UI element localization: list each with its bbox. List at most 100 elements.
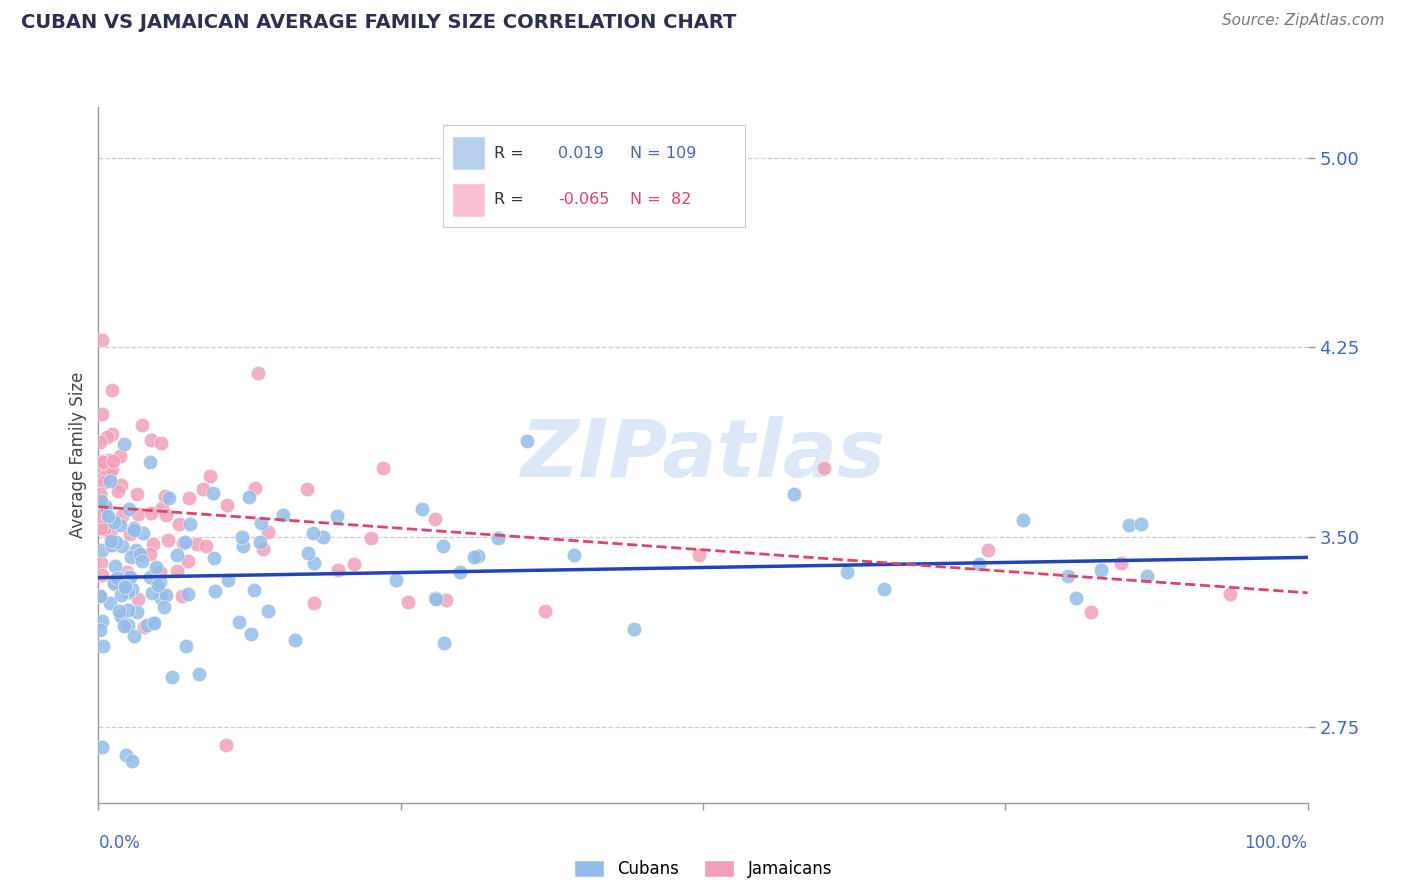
Point [141,506,163,520]
Point [1219,587,1241,601]
Point [118,527,141,541]
Point [1118,518,1140,533]
Point [117,603,139,617]
Point [174,535,197,549]
Point [131,417,153,432]
Point [434,592,457,607]
Point [93,475,115,490]
Point [117,617,139,632]
Point [112,437,135,451]
Point [111,508,134,523]
Point [217,573,239,587]
Point [326,508,349,523]
Point [105,571,128,585]
Point [103,576,125,591]
Point [93,522,115,536]
Point [297,483,319,497]
Point [152,600,174,615]
Point [90,493,112,508]
Point [136,618,159,632]
Bar [451,184,485,218]
Point [172,536,194,550]
Point [139,569,162,583]
Point [91,614,114,628]
Point [103,537,125,551]
Point [96,430,118,444]
Point [243,481,266,495]
Point [97,508,120,523]
Point [304,595,326,609]
Point [246,367,269,381]
Point [124,523,146,537]
Point [89,590,111,604]
Point [179,517,201,532]
Point [89,458,111,473]
Point [302,556,325,570]
Point [112,619,135,633]
Point [782,487,804,501]
Point [90,556,112,570]
Point [249,535,271,549]
Point [238,490,260,504]
Point [131,554,153,568]
Point [564,548,586,562]
Point [90,543,112,558]
Text: Source: ZipAtlas.com: Source: ZipAtlas.com [1222,13,1385,29]
Point [873,582,896,596]
Point [91,333,114,347]
Point [149,591,172,605]
Point [232,539,254,553]
Point [89,487,111,501]
Point [177,491,200,505]
Text: 100.0%: 100.0% [1244,834,1308,852]
Point [256,604,278,618]
Point [103,576,125,591]
Point [89,501,111,516]
Point [89,623,111,637]
Point [127,507,149,521]
Point [1080,605,1102,619]
Point [150,501,173,516]
Point [204,550,226,565]
Text: ZIPatlas: ZIPatlas [520,416,886,494]
Point [94,500,117,514]
Point [271,508,294,522]
Point [1129,517,1152,532]
Point [110,608,132,623]
Text: N =  82: N = 82 [630,192,692,207]
Point [91,455,114,469]
Point [93,469,115,483]
Point [108,604,131,618]
Point [423,591,446,605]
Point [139,455,162,469]
Point [160,669,183,683]
Point [176,587,198,601]
Point [149,575,172,590]
Point [90,568,112,582]
Point [201,486,224,500]
Point [1090,564,1112,578]
Point [91,454,114,468]
Point [114,581,136,595]
Point [1057,569,1080,583]
Point [100,526,122,541]
Point [98,453,121,467]
Point [449,565,471,579]
Point [142,615,165,630]
Point [228,615,250,630]
Point [125,605,148,619]
Point [104,558,127,573]
Point [170,589,193,603]
Text: -0.065: -0.065 [558,192,609,207]
Point [120,549,142,564]
Point [89,589,111,603]
Point [516,434,538,448]
Point [432,539,454,553]
Point [118,501,141,516]
Point [467,549,489,563]
Point [396,595,419,609]
Point [110,609,132,624]
Point [139,433,162,447]
Text: R =: R = [495,192,524,207]
Point [967,557,990,571]
